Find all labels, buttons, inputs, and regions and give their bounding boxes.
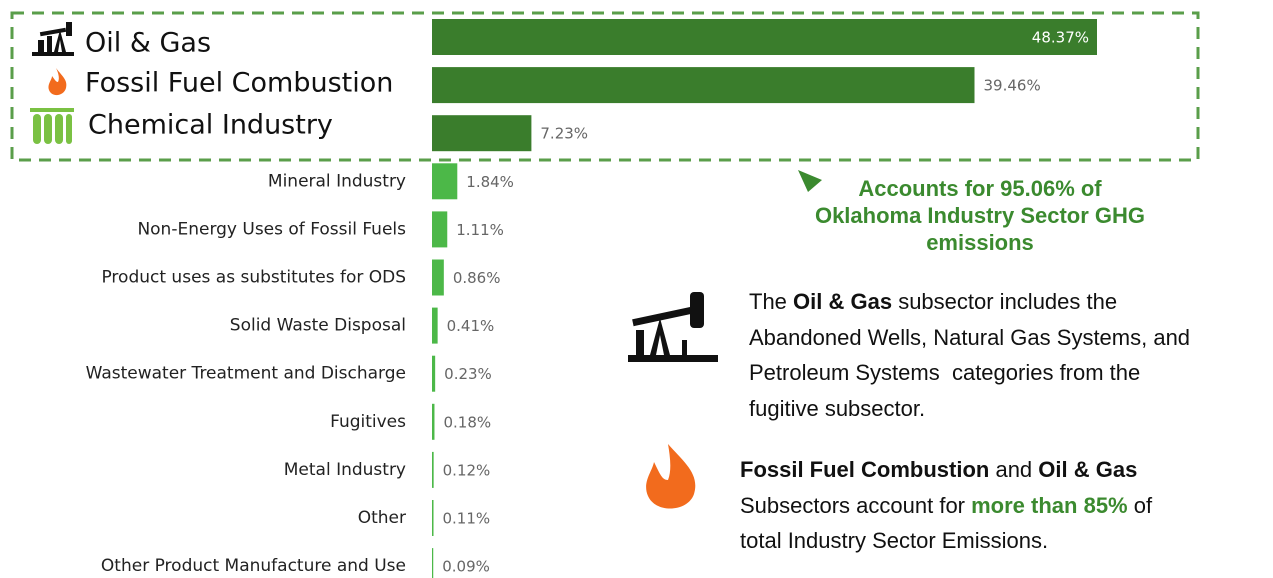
note-text: The — [749, 289, 794, 314]
value-label: 7.23% — [540, 125, 588, 143]
annotation-arrow — [798, 170, 822, 192]
note-combustion: Fossil Fuel Combustion and Oil & Gas Sub… — [740, 452, 1152, 559]
note-bold: Fossil Fuel Combustion — [740, 457, 990, 482]
value-label: 0.09% — [442, 558, 490, 576]
value-label: 48.37% — [1032, 29, 1089, 47]
note-line: total Industry Sector Emissions. — [740, 523, 1152, 559]
note-line: Subsectors account for more than 85% of — [740, 488, 1152, 524]
category-label: Fugitives — [330, 412, 406, 432]
note-oil-gas: The Oil & Gas subsector includes the Aba… — [749, 284, 1190, 426]
bar — [432, 259, 444, 296]
category-label: Product uses as substitutes for ODS — [101, 268, 406, 288]
annotation: Accounts for 95.06% of Oklahoma Industry … — [760, 175, 1200, 256]
note-text: total Industry Sector Emissions. — [740, 528, 1049, 553]
flame-icon-large — [646, 444, 696, 509]
pump-icon — [628, 292, 718, 362]
annotation-line: Accounts for 95.06% of — [858, 176, 1102, 201]
category-label: Non-Energy Uses of Fossil Fuels — [137, 219, 406, 239]
annotation-line: Oklahoma Industry Sector GHG — [814, 203, 1146, 228]
bar — [432, 163, 458, 200]
bar — [432, 115, 532, 152]
annotation-line: emissions — [926, 230, 1034, 255]
note-bold: Oil & Gas — [793, 289, 893, 314]
note-line: Fossil Fuel Combustion and Oil & Gas — [740, 452, 1152, 488]
note-line: The Oil & Gas subsector includes the — [749, 284, 1190, 320]
highlight-box — [10, 11, 1200, 162]
note-text: and — [989, 457, 1039, 482]
note-line: Petroleum Systems categories from the — [749, 355, 1190, 391]
value-label: 0.41% — [447, 317, 495, 335]
bar — [432, 19, 1097, 55]
note-text: subsector includes the — [892, 289, 1118, 314]
note-line: Abandoned Wells, Natural Gas Systems, an… — [749, 320, 1190, 356]
note-text: of — [1127, 492, 1153, 518]
value-label: 1.84% — [466, 173, 514, 191]
bar — [432, 548, 434, 578]
category-label-large: Chemical Industry — [88, 110, 333, 141]
bar — [432, 355, 436, 392]
note-text: Subsectors account for — [740, 492, 972, 518]
bar — [432, 451, 434, 488]
value-label: 1.11% — [456, 221, 504, 239]
note-line: fugitive subsector. — [749, 391, 1190, 427]
note-highlight: more than 85% — [971, 492, 1128, 518]
value-label: 0.11% — [443, 510, 491, 528]
category-label-large: Oil & Gas — [85, 28, 211, 59]
note-text: Abandoned Wells, Natural Gas Systems, an… — [749, 324, 1191, 350]
bar — [432, 307, 438, 344]
oil-icon — [32, 22, 74, 56]
flame-icon — [48, 68, 67, 96]
bar — [432, 500, 434, 536]
value-label: 0.12% — [443, 461, 491, 479]
value-label: 0.18% — [443, 413, 491, 431]
bar — [432, 211, 448, 248]
note-bold: Oil & Gas — [1038, 457, 1138, 482]
value-label: 0.23% — [444, 365, 492, 383]
category-label-large: Fossil Fuel Combustion — [85, 68, 393, 99]
category-label: Mineral Industry — [268, 171, 406, 191]
category-label: Other — [358, 508, 406, 528]
value-label: 39.46% — [984, 77, 1041, 95]
bar — [432, 67, 975, 104]
note-text: Petroleum Systems categories from the — [749, 360, 1141, 385]
category-label: Solid Waste Disposal — [230, 316, 406, 336]
value-label: 0.86% — [453, 269, 501, 287]
note-text: fugitive subsector. — [749, 395, 926, 421]
category-label: Metal Industry — [284, 460, 406, 480]
bar — [432, 403, 435, 440]
tubes-icon — [30, 108, 74, 144]
category-label: Wastewater Treatment and Discharge — [86, 364, 406, 384]
category-label: Other Product Manufacture and Use — [101, 556, 406, 576]
